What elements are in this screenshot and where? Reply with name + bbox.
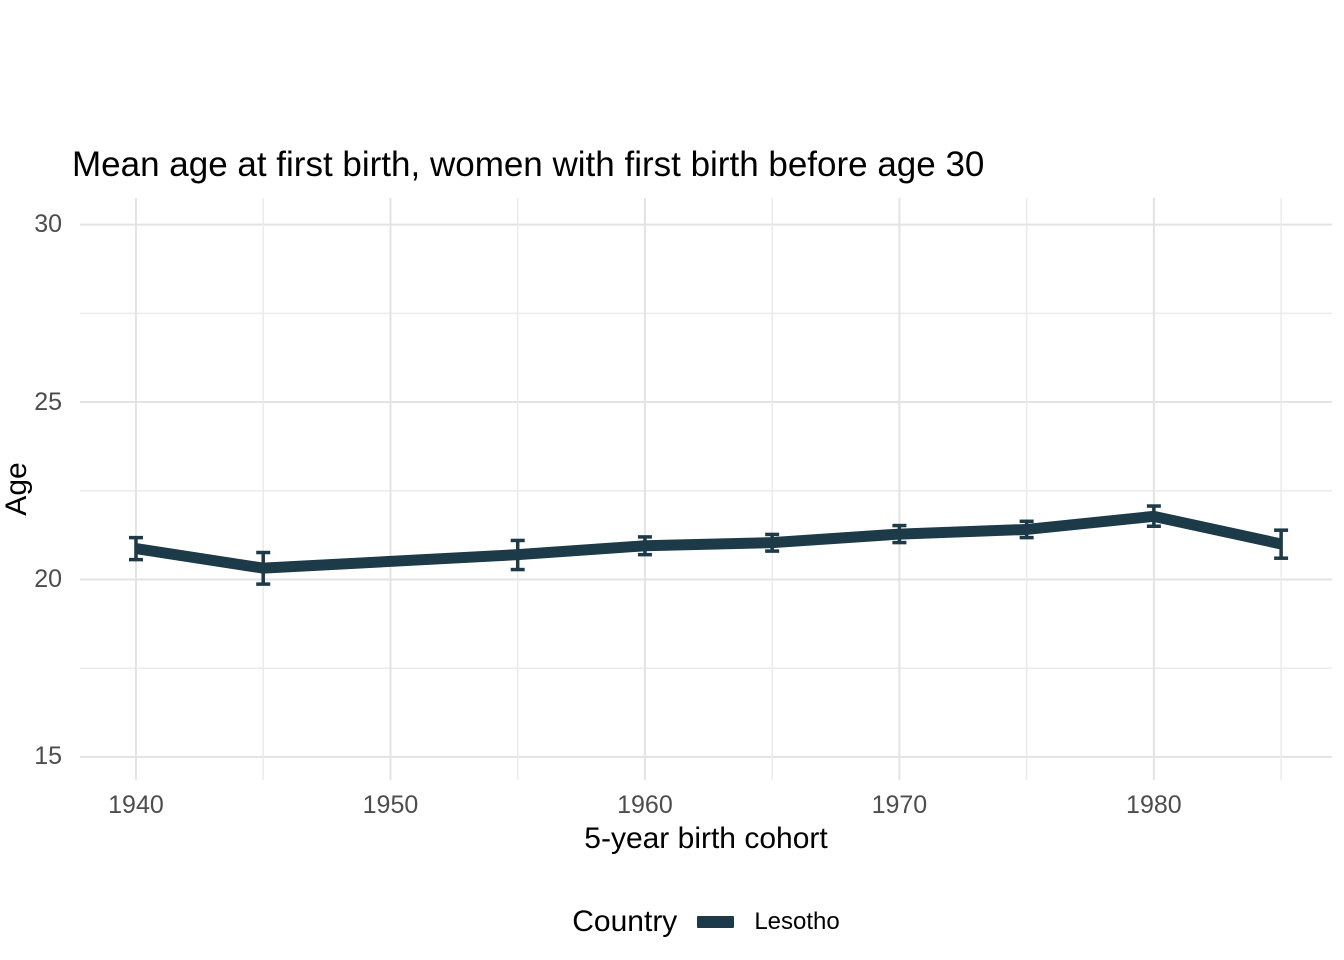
x-axis-title: 5-year birth cohort bbox=[584, 822, 828, 855]
y-tick-label-25: 25 bbox=[34, 387, 62, 416]
y-tick-label-30: 30 bbox=[34, 210, 62, 239]
x-tick-label-1960: 1960 bbox=[617, 791, 673, 819]
y-tick-label-15: 15 bbox=[34, 742, 62, 771]
series-line-lesotho bbox=[135, 510, 1283, 574]
legend-line-swatch-icon bbox=[697, 916, 735, 928]
chart-title: Mean age at first birth, women with firs… bbox=[72, 145, 985, 184]
plot-area bbox=[80, 198, 1332, 780]
y-tick-label-20: 20 bbox=[34, 564, 62, 593]
x-tick-label-1980: 1980 bbox=[1126, 791, 1182, 819]
legend-title: Country bbox=[572, 905, 678, 938]
x-tick-label-1940: 1940 bbox=[108, 791, 164, 819]
legend: Country Lesotho bbox=[80, 898, 1332, 946]
x-tick-label-1950: 1950 bbox=[362, 791, 419, 819]
x-tick-label-1970: 1970 bbox=[871, 791, 928, 819]
legend-entry-lesotho: Lesotho bbox=[754, 908, 840, 935]
y-axis-title: Age bbox=[0, 462, 33, 516]
